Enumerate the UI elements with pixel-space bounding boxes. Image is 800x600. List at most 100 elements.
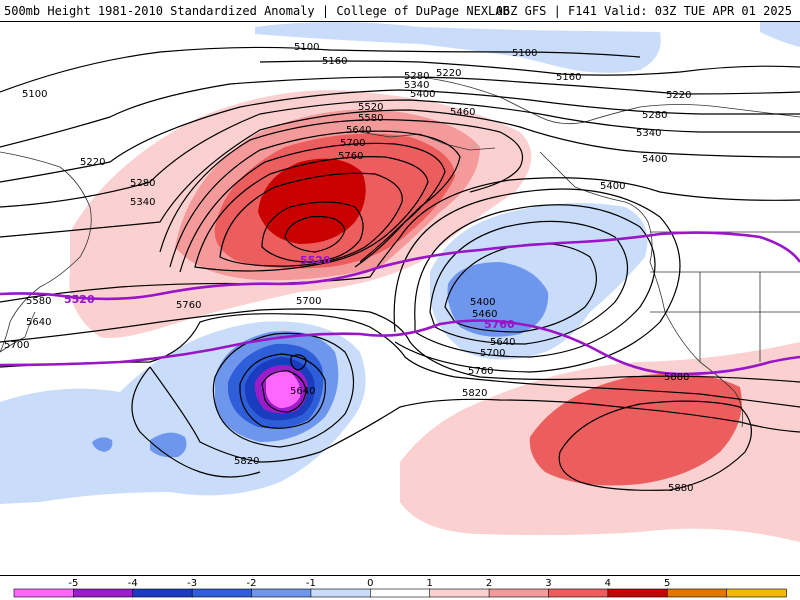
contour-5760-inner — [284, 215, 346, 253]
contour-5820-sw — [131, 366, 261, 478]
contour-5580-low-core — [261, 370, 307, 413]
colorbar-tick-label: 5 — [664, 578, 670, 589]
label-5580: 5580 — [26, 296, 51, 307]
colorbar-swatch — [132, 588, 193, 598]
contour-5520-low-core — [290, 354, 307, 371]
label-5400: 5400 — [410, 89, 435, 100]
coast-aleutians — [359, 131, 496, 151]
neg-anomaly-central-pacific-core — [266, 370, 301, 408]
label-5640: 5640 — [346, 125, 371, 136]
colorbar-swatch — [726, 588, 787, 598]
label-5640: 5640 — [290, 386, 315, 397]
label-5880: 5880 — [664, 372, 689, 383]
contour-5100 — [0, 46, 641, 93]
label-5880: 5880 — [668, 483, 693, 494]
colorbar-swatch — [607, 588, 669, 598]
coast-north-america-west — [539, 151, 744, 428]
label-5340: 5340 — [130, 197, 155, 208]
contour-5700-ridge — [219, 172, 403, 267]
colorbar-swatch — [251, 588, 312, 598]
label-5220: 5220 — [666, 90, 691, 101]
contour-5640-low — [239, 353, 326, 429]
contour-5820 — [149, 366, 800, 463]
height-contours — [0, 46, 800, 491]
contour-5700-low — [212, 332, 354, 448]
label-5100: 5100 — [22, 89, 47, 100]
neg-anomaly-small-2 — [92, 437, 113, 452]
contour-5640 — [194, 156, 429, 272]
label-5820: 5820 — [234, 456, 259, 467]
colorbar-tick-label: -5 — [68, 578, 78, 589]
colorbar-swatches — [13, 588, 787, 598]
colorbar-swatch — [548, 588, 609, 598]
highlight-label-5520: 5520 — [300, 254, 331, 267]
highlight-contours — [0, 231, 800, 376]
label-5220: 5220 — [436, 68, 461, 79]
contour-5520-low — [414, 204, 656, 358]
map-title: 500mb Height 1981-2010 Standardized Anom… — [4, 4, 510, 18]
label-5340: 5340 — [636, 128, 661, 139]
label-5760: 5760 — [176, 300, 201, 311]
contour-5700 — [0, 308, 800, 383]
highlight-5760 — [0, 319, 800, 376]
label-5640: 5640 — [26, 317, 51, 328]
colorbar-tick-label: -3 — [187, 578, 197, 589]
label-5220: 5220 — [80, 157, 105, 168]
neg-anomaly-northeast — [520, 30, 661, 73]
contour-5400-low — [444, 243, 597, 333]
label-5280: 5280 — [404, 71, 429, 82]
label-5400: 5400 — [642, 154, 667, 165]
contour-5280 — [0, 89, 800, 183]
label-5460: 5460 — [472, 309, 497, 320]
coast-kamchatka — [0, 151, 92, 353]
label-5400: 5400 — [470, 297, 495, 308]
highlight-5520 — [0, 231, 800, 301]
neg-anomaly-east-pacific-2 — [447, 262, 549, 337]
colorbar-swatch — [191, 588, 253, 598]
colorbar-tick-label: -1 — [306, 578, 316, 589]
contour-5760-ridge — [261, 201, 364, 263]
colorbar-tick-label: 3 — [545, 578, 551, 589]
label-5700: 5700 — [296, 296, 321, 307]
contour-labels: 5100 5100 5100 5160 5160 5220 5220 5220 … — [4, 42, 693, 494]
colorbar-swatch — [429, 588, 490, 598]
contour-5460-low — [429, 220, 628, 345]
contour-5340 — [0, 99, 800, 208]
contour-5520 — [169, 130, 461, 268]
colorbar-tick-label: 0 — [367, 578, 373, 589]
colorbar-swatch — [370, 588, 431, 598]
contour-5880 — [558, 400, 752, 491]
neg-anomaly-topright — [760, 22, 800, 47]
colorbar-tick-label: 1 — [427, 578, 433, 589]
label-5100: 5100 — [512, 48, 537, 59]
label-5700: 5700 — [340, 138, 365, 149]
contour-5160 — [259, 60, 800, 76]
neg-anomaly-north — [255, 22, 520, 57]
colorbar-swatch — [13, 588, 75, 598]
colorbar-swatch — [73, 588, 134, 598]
label-5280: 5280 — [130, 178, 155, 189]
contour-5220 — [0, 76, 800, 148]
label-5460: 5460 — [450, 107, 475, 118]
label-5520: 5520 — [358, 102, 383, 113]
colorbar-swatch — [666, 588, 728, 598]
label-5160: 5160 — [322, 56, 347, 67]
label-5700: 5700 — [480, 348, 505, 359]
contour-5580-low — [393, 188, 681, 373]
label-5340: 5340 — [404, 80, 429, 91]
label-5640: 5640 — [490, 337, 515, 348]
highlight-label-5760: 5760 — [484, 318, 515, 331]
pos-anomaly-gulf-alaska-core — [258, 158, 366, 244]
label-5760: 5760 — [468, 366, 493, 377]
neg-anomaly-small-1 — [150, 432, 187, 458]
colorbar-tick-label: 2 — [486, 578, 492, 589]
highlight-label-5520: 5520 — [64, 293, 95, 306]
colorbar-swatch — [488, 588, 550, 598]
label-5400: 5400 — [600, 181, 625, 192]
label-5160: 5160 — [556, 72, 581, 83]
colorbar-tick-labels: -5 -4 -3 -2 -1 0 1 2 3 4 5 — [68, 578, 670, 589]
coast-japan — [0, 311, 36, 353]
label-5100: 5100 — [294, 42, 319, 53]
contour-5640-main — [0, 177, 800, 303]
contour-5760 — [0, 313, 800, 408]
